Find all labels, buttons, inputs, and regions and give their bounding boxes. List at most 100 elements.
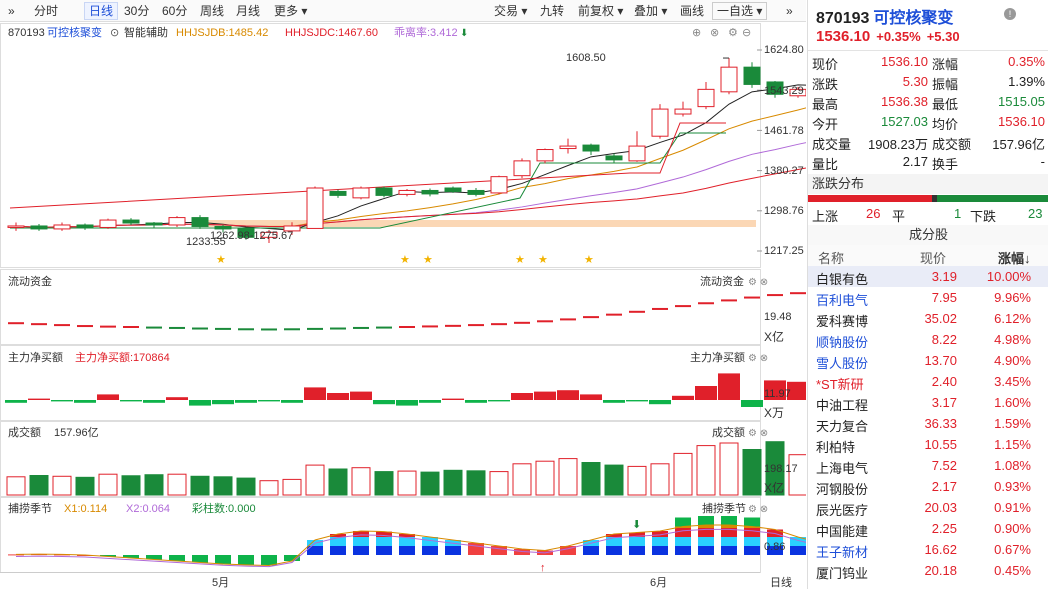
vol-value: 198.17: [764, 463, 798, 475]
tab-monthly[interactable]: 月线: [236, 4, 261, 18]
constituent-name[interactable]: 王子新材: [816, 545, 869, 560]
constituent-name[interactable]: 厦门钨业: [816, 566, 869, 581]
turnover-bar: [259, 480, 279, 496]
flat-count: 1: [954, 206, 962, 221]
quote-value: -: [1040, 154, 1045, 169]
capture-bar: [330, 534, 346, 537]
tab-30min[interactable]: 30分: [124, 4, 150, 18]
capture-bar: [721, 537, 737, 546]
flow-bar: [146, 326, 162, 329]
resistance-step-line: [9, 122, 726, 209]
constituent-name[interactable]: 利柏特: [816, 440, 856, 455]
net-bar: [626, 400, 648, 402]
constituent-name[interactable]: 辰光医疗: [816, 503, 869, 518]
jiuzhuan-button[interactable]: 九转: [540, 4, 565, 18]
expand-icon[interactable]: »: [786, 4, 793, 18]
constituent-row[interactable]: *ST新研 2.40 3.45%: [808, 371, 1048, 392]
constituent-row[interactable]: 雪人股份 13.70 4.90%: [808, 350, 1048, 371]
capture-bar: [790, 537, 806, 546]
constituent-row[interactable]: 厦门钨业 20.18 0.45%: [808, 560, 1048, 581]
flow-bar: [514, 321, 530, 324]
capture-bar: [261, 555, 277, 566]
constituent-name[interactable]: 中国能建: [816, 524, 869, 539]
tab-60min[interactable]: 60分: [162, 4, 188, 18]
net-bar: [143, 400, 165, 403]
header-pct[interactable]: 涨幅↓: [998, 251, 1031, 266]
candle: [53, 222, 71, 231]
prev-icon[interactable]: ⊕: [692, 27, 701, 39]
watchlist-button[interactable]: 一自选 ▾: [712, 2, 768, 20]
constituent-name[interactable]: 白银有色: [816, 272, 869, 287]
constituent-name[interactable]: 天力复合: [816, 419, 869, 434]
tab-weekly[interactable]: 周线: [200, 4, 225, 18]
constituent-name[interactable]: 雪人股份: [816, 356, 869, 371]
capture-bar: [721, 528, 737, 537]
constituent-row[interactable]: 中油工程 3.17 1.60%: [808, 392, 1048, 413]
ytick-3: 1461.78: [764, 125, 804, 137]
constituent-row[interactable]: 百利电气 7.95 9.96%: [808, 287, 1048, 308]
constituent-name[interactable]: 上海电气: [816, 461, 869, 476]
header-price[interactable]: 现价: [920, 251, 947, 266]
settings-icon[interactable]: ⚙: [728, 27, 738, 39]
stock-title: 870193 可控核聚变: [816, 4, 953, 28]
tab-minute[interactable]: 分时: [34, 4, 59, 18]
constituent-name[interactable]: *ST新研: [816, 377, 864, 392]
tab-daily[interactable]: 日线: [84, 2, 119, 20]
collapse-icon[interactable]: »: [8, 4, 15, 18]
constituent-price: 2.40: [931, 374, 957, 389]
capture-bar: [399, 537, 415, 546]
flow-series: [8, 292, 806, 331]
candle-body: [513, 160, 531, 177]
capture-bar: [721, 516, 737, 525]
constituent-price: 36.33: [924, 416, 957, 431]
more-dropdown[interactable]: 更多 ▾: [274, 4, 308, 18]
kline-chart[interactable]: ★ ★ ★ ★ ★ ★ ↑⬇ 870193 可控核聚变 ⊙ 智能辅助 HHJSJDB:14…: [0, 23, 806, 589]
constituent-row[interactable]: 河钢股份 2.17 0.93%: [808, 476, 1048, 497]
constituent-name[interactable]: 爱科赛博: [816, 314, 869, 329]
flow-bar: [445, 324, 461, 327]
constituent-name[interactable]: 河钢股份: [816, 482, 869, 497]
assist-label[interactable]: 智能辅助: [124, 25, 168, 39]
close-icon[interactable]: ⊗: [710, 27, 719, 39]
constituent-row[interactable]: 爱科赛博 35.02 6.12%: [808, 308, 1048, 329]
constituent-row[interactable]: 顺钠股份 8.22 4.98%: [808, 329, 1048, 350]
constituent-row[interactable]: 中国能建 2.25 0.90%: [808, 518, 1048, 539]
constituent-row[interactable]: 王子新材 16.62 0.67%: [808, 539, 1048, 560]
net-gear-icon[interactable]: ⚙ ⊗: [748, 353, 768, 364]
header-name[interactable]: 名称: [818, 251, 845, 266]
constituent-row[interactable]: 上海电气 7.52 1.08%: [808, 455, 1048, 476]
adjust-dropdown[interactable]: 前复权 ▾: [578, 4, 624, 18]
constituent-row[interactable]: 白银有色 3.19 10.00%: [808, 266, 1048, 287]
period-label[interactable]: 日线: [770, 575, 792, 589]
vol-title: 成交额: [8, 425, 41, 439]
net-bar: [695, 386, 717, 400]
constituent-row[interactable]: 利柏特 10.55 1.15%: [808, 434, 1048, 455]
candle: [559, 138, 577, 154]
minimize-icon[interactable]: ⊖: [742, 27, 751, 39]
candle: [237, 227, 255, 240]
capture-bar: [675, 537, 691, 546]
draw-button[interactable]: 画线: [680, 4, 705, 18]
vol-gear-icon[interactable]: ⚙ ⊗: [748, 428, 768, 439]
constituent-name[interactable]: 百利电气: [816, 293, 869, 308]
info-icon[interactable]: !: [1004, 8, 1016, 20]
assist-icon[interactable]: ⊙: [110, 27, 119, 39]
constituent-row[interactable]: 天力复合 36.33 1.59%: [808, 413, 1048, 434]
flow-bar: [169, 326, 185, 329]
net-bar: [580, 394, 602, 400]
stock-name[interactable]: 可控核聚变: [873, 10, 954, 27]
cap-gear-icon[interactable]: ⚙ ⊗: [748, 504, 768, 515]
turnover-bar: [604, 464, 624, 496]
trade-dropdown[interactable]: 交易 ▾: [494, 4, 528, 18]
constituent-name[interactable]: 中油工程: [816, 398, 869, 413]
candle: [513, 158, 531, 179]
net-bar: [557, 390, 579, 400]
net-bar: [718, 373, 740, 400]
turnover-bar: [213, 476, 233, 496]
candle: [7, 222, 25, 231]
constituent-name[interactable]: 顺钠股份: [816, 335, 869, 350]
overlay-dropdown[interactable]: 叠加 ▾: [634, 4, 668, 18]
flow-gear-icon[interactable]: ⚙ ⊗: [748, 277, 768, 288]
flow-bar: [629, 310, 645, 313]
constituent-row[interactable]: 辰光医疗 20.03 0.91%: [808, 497, 1048, 518]
